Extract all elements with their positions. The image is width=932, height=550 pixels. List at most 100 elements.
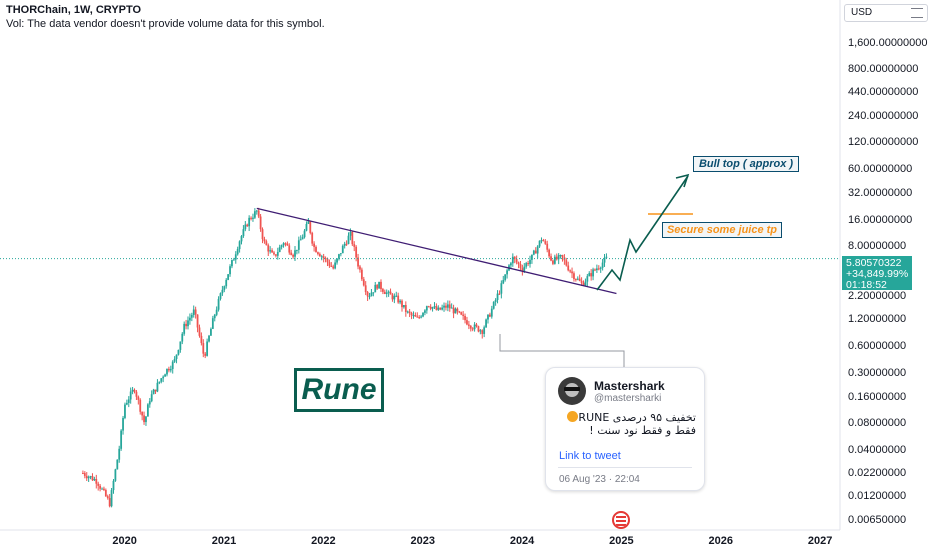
tweet-text-line1: تخفیف ۹۵ درصدی RUNE bbox=[578, 411, 696, 424]
candle-body bbox=[483, 327, 486, 334]
price-tick-label: 0.08000000 bbox=[848, 417, 907, 430]
candle-body bbox=[313, 243, 316, 247]
candle-body bbox=[550, 256, 552, 261]
tweet-connector bbox=[499, 334, 625, 367]
candle-body bbox=[338, 254, 340, 259]
tweet-link[interactable]: Link to tweet bbox=[559, 450, 621, 462]
candle-body bbox=[274, 254, 277, 256]
candle-body bbox=[525, 263, 528, 267]
time-tick-label: 2023 bbox=[410, 535, 435, 547]
candle-body bbox=[154, 389, 157, 392]
candle-body bbox=[370, 292, 373, 297]
candle-body bbox=[118, 448, 121, 460]
candle-body bbox=[466, 320, 468, 325]
price-tick-label: 0.30000000 bbox=[848, 366, 907, 379]
candle-body bbox=[406, 311, 409, 313]
candle-body bbox=[93, 478, 96, 481]
candle-body bbox=[303, 230, 306, 238]
candle-body bbox=[359, 266, 361, 270]
candle-body bbox=[439, 307, 442, 310]
tweet-author-handle: @mastersharki bbox=[594, 393, 662, 404]
candle-body bbox=[173, 358, 176, 362]
candle-body bbox=[124, 404, 126, 418]
candle-body bbox=[479, 330, 482, 332]
candle-body bbox=[584, 281, 587, 286]
candle-body bbox=[404, 304, 407, 312]
candle-body bbox=[475, 324, 478, 327]
candle-body bbox=[574, 279, 577, 281]
candle-body bbox=[129, 391, 132, 400]
candle-body bbox=[433, 306, 436, 308]
currency-button[interactable]: USD bbox=[844, 4, 928, 22]
candle-body bbox=[223, 286, 226, 290]
candle-body bbox=[538, 240, 541, 247]
price-tick-label: 2.20000000 bbox=[848, 289, 907, 302]
candle-body bbox=[317, 252, 319, 254]
candle-body bbox=[502, 279, 505, 284]
candle-body bbox=[189, 317, 191, 321]
candle-body bbox=[395, 295, 398, 297]
us-flag-icon[interactable] bbox=[612, 511, 630, 529]
candle-body bbox=[332, 266, 335, 269]
candle-body bbox=[284, 243, 287, 245]
last-price-box: 5.80570322 +34,849.99% 01:18:52 bbox=[842, 256, 912, 291]
candle-body bbox=[326, 258, 329, 263]
candle-body bbox=[366, 292, 369, 297]
candle-body bbox=[401, 300, 403, 308]
candle-body bbox=[192, 309, 195, 316]
candle-body bbox=[120, 430, 123, 449]
symbol-title[interactable]: THORChain, 1W, CRYPTO bbox=[6, 4, 142, 16]
candle-body bbox=[299, 239, 302, 241]
candle-body bbox=[536, 246, 539, 254]
candle-body bbox=[99, 485, 102, 489]
volume-note: Vol: The data vendor doesn't provide vol… bbox=[6, 18, 325, 30]
candle-body bbox=[582, 283, 585, 286]
candle-body bbox=[374, 284, 377, 293]
candle-body bbox=[362, 279, 365, 286]
rune-label-box[interactable]: Rune bbox=[294, 368, 384, 412]
candle-body bbox=[227, 274, 230, 280]
candle-body bbox=[229, 266, 231, 275]
tweet-date: 06 Aug '23 · 22:04 bbox=[559, 474, 640, 485]
candle-body bbox=[531, 254, 533, 260]
candle-body bbox=[391, 294, 394, 300]
candle-body bbox=[542, 240, 545, 242]
candle-body bbox=[169, 369, 172, 371]
candle-body bbox=[255, 210, 258, 212]
candle-body bbox=[167, 368, 170, 371]
candle-body bbox=[290, 252, 293, 255]
time-tick-label: 2021 bbox=[211, 535, 237, 547]
rune-label: Rune bbox=[301, 373, 377, 406]
candle-body bbox=[343, 243, 346, 246]
candle-body bbox=[454, 308, 457, 314]
candle-body bbox=[143, 415, 145, 423]
candle-body bbox=[603, 257, 606, 263]
candle-body bbox=[196, 314, 199, 328]
candle-body bbox=[460, 312, 463, 315]
candle-body bbox=[101, 488, 103, 490]
candle-body bbox=[122, 417, 124, 431]
candle-body bbox=[221, 289, 224, 294]
candle-body bbox=[324, 258, 327, 260]
candle-body bbox=[458, 311, 461, 313]
candle-body bbox=[473, 324, 476, 330]
secure-juice-label[interactable]: Secure some juice tp bbox=[662, 222, 782, 238]
candle-body bbox=[410, 313, 413, 316]
candle-body bbox=[597, 268, 600, 270]
tweet-card[interactable]: Mastershark @mastersharki تخفیف ۹۵ درصدی… bbox=[545, 367, 705, 491]
candle-body bbox=[353, 244, 356, 247]
candle-body bbox=[91, 476, 94, 481]
candle-body bbox=[357, 257, 359, 267]
candle-body bbox=[425, 306, 428, 311]
candle-body bbox=[586, 276, 589, 282]
candle-body bbox=[381, 289, 384, 292]
candle-body bbox=[158, 381, 161, 383]
candle-body bbox=[288, 245, 291, 253]
candle-body bbox=[500, 283, 503, 294]
candle-body bbox=[334, 262, 337, 269]
candle-body bbox=[569, 270, 572, 272]
bull-top-label[interactable]: Bull top ( approx ) bbox=[693, 156, 799, 172]
bar-countdown: 01:18:52 bbox=[846, 279, 887, 291]
candle-body bbox=[546, 243, 549, 250]
